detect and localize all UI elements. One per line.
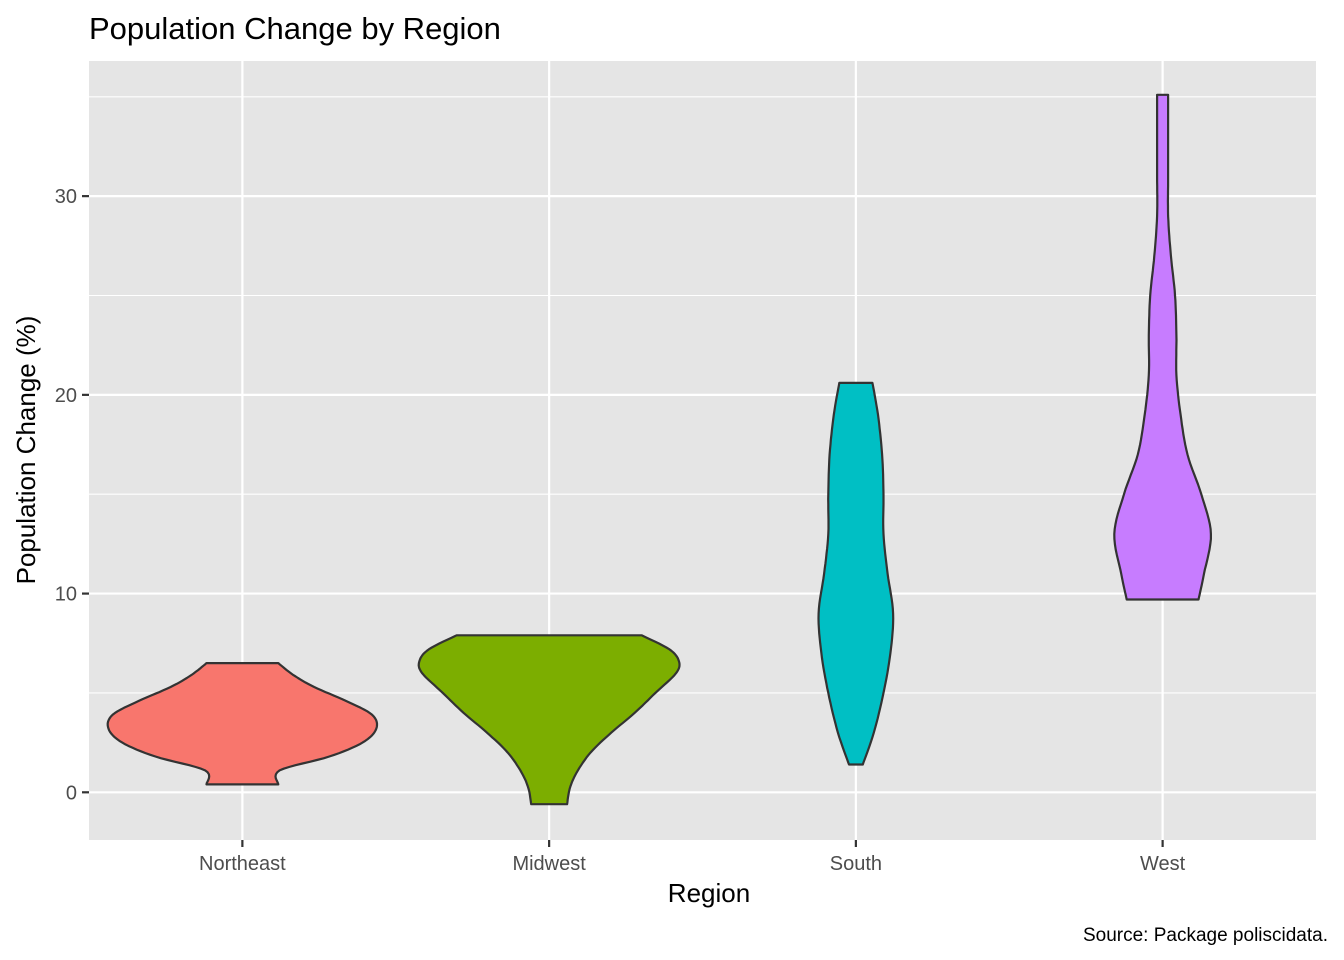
y-tick-label: 10 <box>55 584 77 606</box>
x-tick-label: Northeast <box>199 853 286 875</box>
y-tick-label: 0 <box>66 782 77 804</box>
violins <box>106 93 1212 806</box>
chart-caption: Source: Package poliscidata. <box>1083 925 1328 946</box>
x-tick-label: West <box>1140 853 1186 875</box>
violin-midwest <box>417 634 681 806</box>
chart-title: Population Change by Region <box>89 11 501 46</box>
x-axis-title: Region <box>668 878 750 908</box>
x-axis: Northeast Midwest South West <box>199 840 1186 875</box>
x-tick-label: Midwest <box>512 853 586 875</box>
y-axis-title: Population Change (%) <box>11 316 41 585</box>
violin-northeast <box>106 662 379 786</box>
violin-west <box>1113 93 1212 601</box>
y-tick-label: 30 <box>55 186 77 208</box>
violin-south <box>817 381 895 766</box>
x-tick-label: South <box>830 853 882 875</box>
y-axis: 0 10 20 30 <box>55 186 89 804</box>
y-tick-label: 20 <box>55 385 77 407</box>
